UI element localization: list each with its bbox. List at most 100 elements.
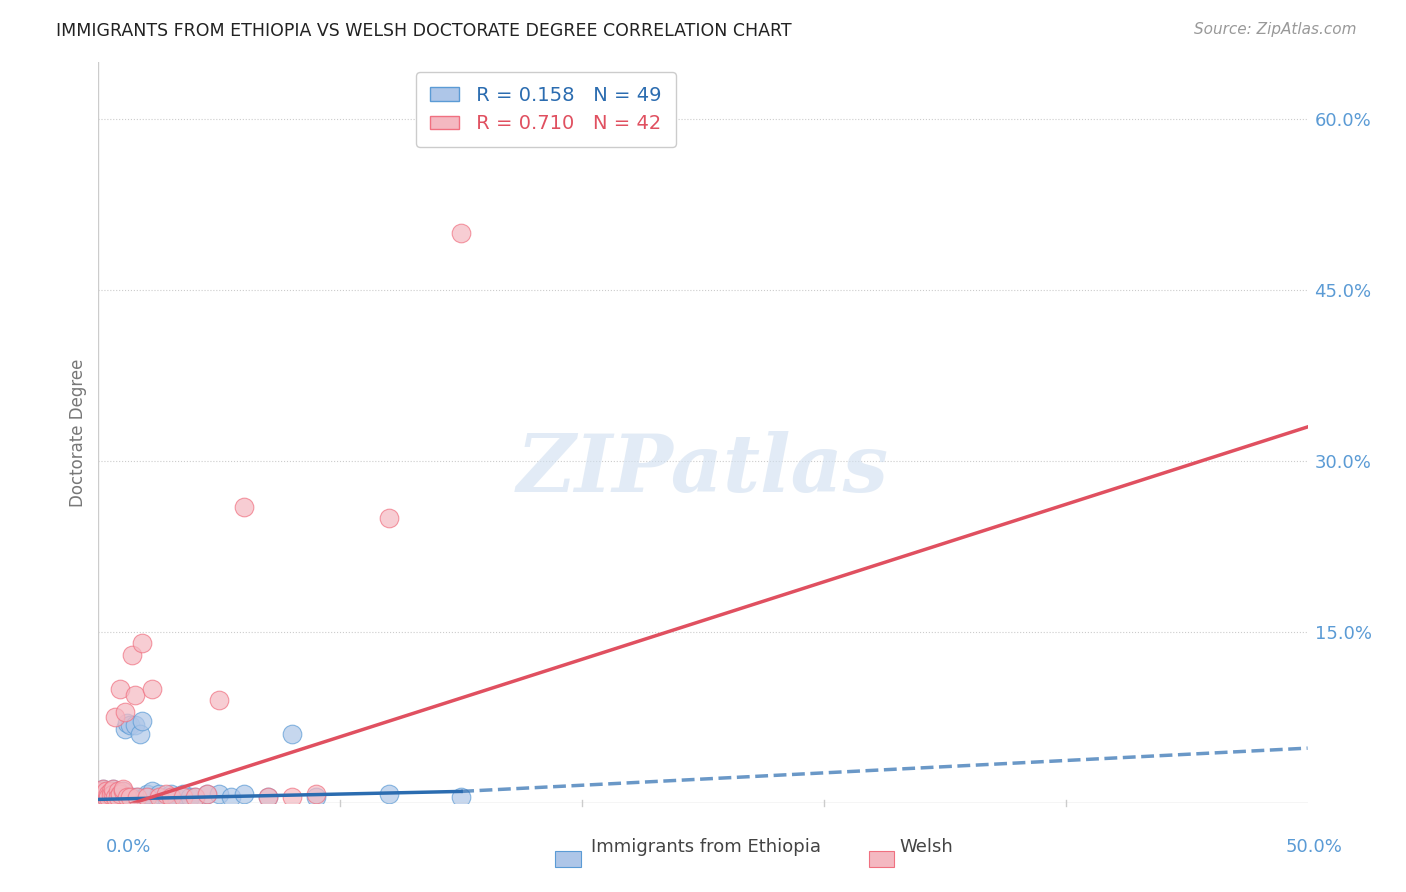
Point: [155, 787, 177, 801]
Text: Immigrants from Ethiopia: Immigrants from Ethiopia: [591, 838, 821, 856]
Point: [124, 718, 146, 732]
Point: [90, 790, 112, 805]
Point: [107, 784, 129, 798]
Point: [134, 790, 156, 805]
Point: [208, 787, 231, 801]
Point: [90, 790, 112, 805]
Point: [155, 790, 177, 805]
Point: [97, 787, 120, 801]
Point: [121, 790, 143, 805]
Text: ZIPatlas: ZIPatlas: [517, 431, 889, 508]
Point: [100, 788, 122, 802]
Point: [94, 784, 117, 798]
Point: [128, 727, 150, 741]
Point: [195, 787, 218, 801]
Text: IMMIGRANTS FROM ETHIOPIA VS WELSH DOCTORATE DEGREE CORRELATION CHART: IMMIGRANTS FROM ETHIOPIA VS WELSH DOCTOR…: [56, 22, 792, 40]
Point: [135, 790, 157, 805]
Text: Source: ZipAtlas.com: Source: ZipAtlas.com: [1194, 22, 1357, 37]
Point: [450, 790, 472, 805]
Point: [141, 784, 163, 798]
Point: [377, 787, 399, 801]
Point: [117, 716, 139, 731]
Point: [111, 784, 134, 798]
Point: [111, 782, 134, 797]
Point: [90, 784, 112, 798]
Point: [91, 782, 114, 797]
Point: [148, 787, 170, 801]
Point: [172, 787, 194, 801]
Point: [118, 718, 141, 732]
Point: [281, 790, 304, 805]
Legend:  R = 0.158   N = 49,  R = 0.710   N = 42: R = 0.158 N = 49, R = 0.710 N = 42: [416, 72, 676, 147]
Point: [232, 500, 254, 514]
Point: [179, 790, 201, 805]
Point: [450, 227, 472, 241]
Point: [101, 787, 124, 801]
Point: [108, 787, 131, 801]
Point: [111, 784, 134, 798]
Text: Welsh: Welsh: [900, 838, 953, 856]
Point: [111, 788, 134, 802]
Text: 0.0%: 0.0%: [105, 838, 150, 856]
Point: [160, 787, 183, 801]
Point: [101, 782, 124, 797]
Point: [90, 784, 112, 798]
Point: [101, 787, 124, 801]
Point: [118, 790, 141, 805]
Point: [195, 787, 218, 801]
Point: [377, 511, 399, 525]
Point: [94, 789, 117, 803]
Point: [107, 790, 129, 805]
Point: [97, 790, 120, 805]
Point: [108, 790, 131, 805]
Point: [97, 787, 120, 801]
Point: [305, 787, 328, 801]
Point: [148, 790, 170, 805]
Point: [221, 790, 243, 805]
Point: [114, 705, 136, 719]
Point: [91, 787, 114, 801]
Point: [131, 636, 153, 650]
Point: [117, 790, 139, 805]
Point: [104, 710, 127, 724]
Point: [256, 790, 278, 805]
Point: [160, 790, 183, 805]
Point: [101, 782, 124, 797]
Point: [172, 790, 194, 805]
Point: [135, 790, 157, 805]
Point: [281, 727, 304, 741]
Point: [108, 681, 131, 696]
Point: [256, 790, 278, 805]
Point: [131, 714, 153, 728]
Point: [124, 688, 146, 702]
Point: [100, 784, 122, 798]
Point: [127, 790, 149, 805]
Point: [208, 693, 231, 707]
Point: [135, 787, 157, 801]
Point: [94, 790, 117, 805]
Point: [165, 790, 187, 805]
Point: [108, 787, 131, 801]
Point: [160, 790, 183, 805]
Point: [91, 782, 114, 797]
Point: [104, 786, 127, 800]
Point: [104, 790, 127, 805]
Point: [107, 784, 129, 798]
Y-axis label: Doctorate Degree: Doctorate Degree: [69, 359, 87, 507]
Point: [127, 790, 149, 805]
Point: [121, 648, 143, 662]
Point: [104, 790, 127, 805]
Point: [91, 787, 114, 801]
Point: [100, 788, 122, 802]
Point: [97, 790, 120, 805]
Point: [100, 784, 122, 798]
Point: [141, 681, 163, 696]
Text: 50.0%: 50.0%: [1286, 838, 1343, 856]
Point: [114, 722, 136, 736]
Point: [305, 790, 328, 805]
Point: [94, 784, 117, 798]
Point: [184, 790, 207, 805]
Point: [232, 787, 254, 801]
Point: [184, 790, 207, 805]
Point: [107, 789, 129, 803]
